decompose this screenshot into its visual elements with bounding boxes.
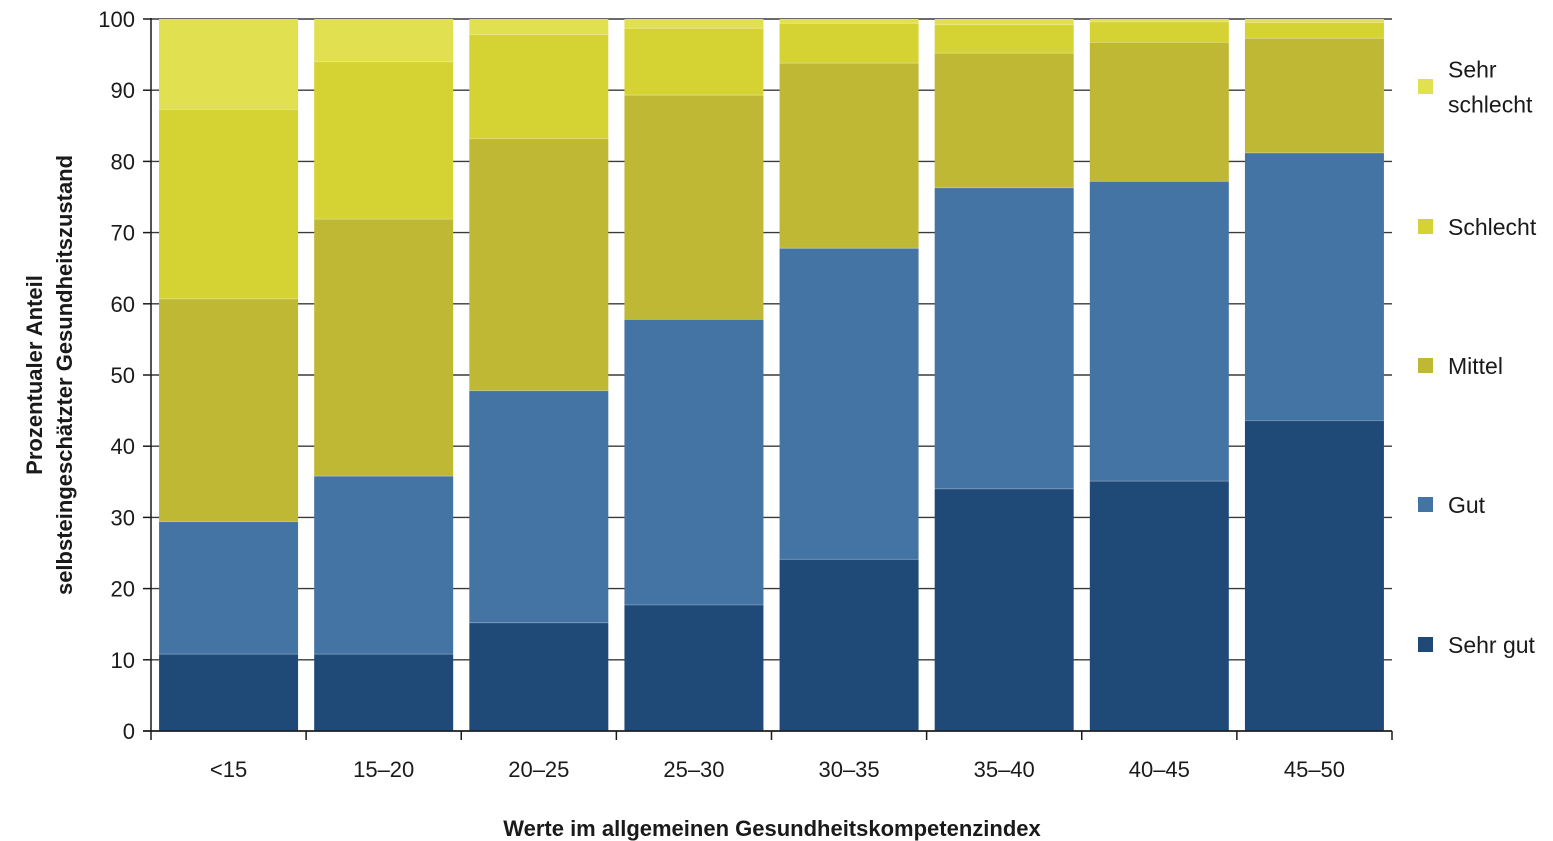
x-tick-label-4: 25–30	[663, 757, 724, 782]
bar-gut-1	[159, 521, 299, 655]
bar-mittel-1	[159, 298, 299, 522]
legend-swatch	[1418, 497, 1433, 512]
legend-label: Sehr	[1448, 57, 1497, 83]
bar-gut-4	[624, 319, 764, 605]
bar-schlecht-4	[624, 28, 764, 96]
y-tick-label-80: 80	[111, 149, 135, 174]
bars	[159, 19, 1384, 731]
bar-sehr-schlecht-6	[934, 19, 1074, 25]
bar-gut-2	[314, 476, 454, 655]
bar-sehr-gut-4	[624, 604, 764, 731]
bar-schlecht-3	[469, 34, 609, 139]
x-axis-title: Werte im allgemeinen Gesundheitskompeten…	[503, 816, 1041, 841]
x-tick-labels: <15 15–20 20–25 25–30 30–35 35–40 40–45 45–50	[210, 757, 1345, 782]
bar-gut-8	[1244, 152, 1384, 421]
bar-sehr-schlecht-5	[779, 19, 919, 24]
bar-gut-3	[469, 390, 609, 623]
y-tick-label-60: 60	[111, 292, 135, 317]
bar-sehr-schlecht-1	[159, 19, 299, 110]
y-tick-label-40: 40	[111, 434, 135, 459]
legend-entry-schlecht: Schlecht	[1418, 214, 1537, 240]
y-tick-label-70: 70	[111, 221, 135, 246]
bar-schlecht-5	[779, 23, 919, 64]
y-axis-title: Prozentualer Anteil selbsteingeschätzter…	[22, 155, 77, 595]
bar-gut-7	[1089, 181, 1229, 482]
legend-entry-mittel: Mittel	[1418, 353, 1503, 379]
legend-label: schlecht	[1448, 92, 1533, 118]
x-tick-label-8: 45–50	[1284, 757, 1345, 782]
bar-sehr-gut-1	[159, 654, 299, 731]
legend-label: Mittel	[1448, 353, 1503, 379]
bar-sehr-gut-6	[934, 488, 1074, 731]
x-tick-label-1: <15	[210, 757, 247, 782]
bar-sehr-gut-8	[1244, 420, 1384, 731]
x-tick-label-5: 30–35	[818, 757, 879, 782]
legend: Sehr schlecht Schlecht Mittel Gut Sehr gut	[1418, 57, 1537, 658]
bar-sehr-schlecht-7	[1089, 19, 1229, 22]
legend-swatch	[1418, 637, 1433, 652]
legend-swatch	[1418, 358, 1433, 373]
y-tick-label-10: 10	[111, 648, 135, 673]
bar-schlecht-2	[314, 61, 454, 220]
axes	[143, 18, 1393, 740]
bar-mittel-2	[314, 219, 454, 477]
y-tick-labels: 0 10 20 30 40 50 60 70 80 90 100	[98, 7, 135, 744]
bar-schlecht-6	[934, 24, 1074, 54]
y-axis-title-line-1: Prozentualer Anteil	[22, 275, 47, 475]
bar-sehr-schlecht-2	[314, 19, 454, 62]
x-tick-label-2: 15–20	[353, 757, 414, 782]
bar-sehr-gut-3	[469, 622, 609, 731]
legend-entry-gut: Gut	[1418, 492, 1486, 518]
legend-label: Sehr gut	[1448, 632, 1536, 658]
y-tick-label-100: 100	[98, 7, 135, 32]
x-tick-label-6: 35–40	[974, 757, 1035, 782]
bar-sehr-gut-2	[314, 654, 454, 731]
y-tick-label-90: 90	[111, 78, 135, 103]
y-tick-label-0: 0	[123, 719, 135, 744]
legend-entry-sehr-schlecht: Sehr schlecht	[1418, 57, 1533, 118]
bar-mittel-3	[469, 138, 609, 391]
y-tick-label-30: 30	[111, 505, 135, 530]
y-axis-title-line-2: selbsteingeschätzter Gesundheitszustand	[52, 155, 77, 595]
bar-schlecht-8	[1244, 22, 1384, 39]
bar-mittel-6	[934, 53, 1074, 188]
bar-gut-5	[779, 248, 919, 560]
y-tick-label-50: 50	[111, 363, 135, 388]
bar-sehr-gut-5	[779, 559, 919, 731]
bar-sehr-schlecht-3	[469, 19, 609, 35]
legend-entry-sehr-gut: Sehr gut	[1418, 632, 1536, 658]
bar-sehr-schlecht-8	[1244, 19, 1384, 23]
bar-mittel-5	[779, 63, 919, 249]
legend-label: Gut	[1448, 492, 1486, 518]
bar-gut-6	[934, 187, 1074, 489]
x-tick-label-3: 20–25	[508, 757, 569, 782]
y-tick-label-20: 20	[111, 577, 135, 602]
legend-swatch	[1418, 79, 1433, 94]
bar-schlecht-1	[159, 109, 299, 299]
bar-mittel-8	[1244, 38, 1384, 153]
bar-sehr-schlecht-4	[624, 19, 764, 29]
bar-schlecht-7	[1089, 21, 1229, 43]
legend-label: Schlecht	[1448, 214, 1537, 240]
x-tick-label-7: 40–45	[1129, 757, 1190, 782]
bar-sehr-gut-7	[1089, 481, 1229, 731]
bar-mittel-7	[1089, 42, 1229, 182]
legend-swatch	[1418, 219, 1433, 234]
bar-mittel-4	[624, 95, 764, 320]
